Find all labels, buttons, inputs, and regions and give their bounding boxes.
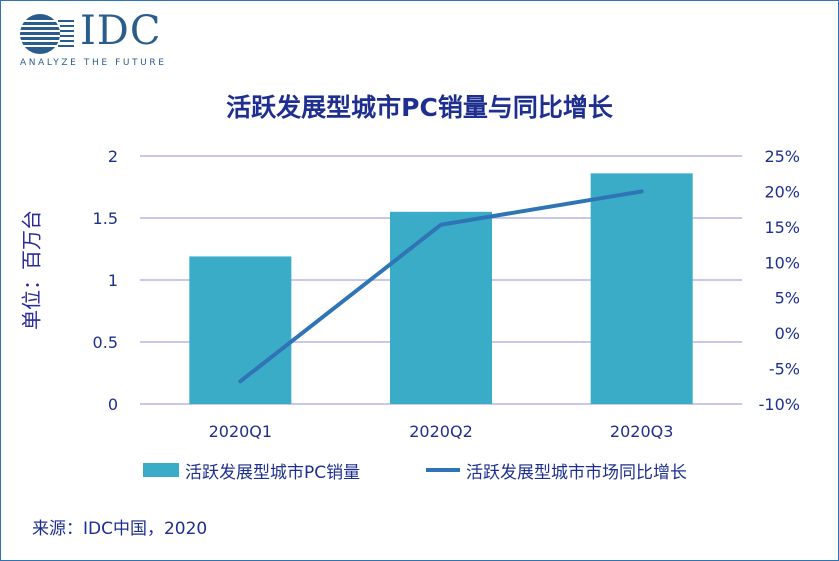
y2-tick-label: 15% <box>764 218 800 237</box>
legend-line-swatch <box>426 468 460 472</box>
axis-ticks: 0 0.5 1 1.5 2 -10% -5% 0% 5% 10% 15% 20% 25% 2020Q1 20… <box>93 147 800 441</box>
legend-item-bars: 活跃发展型城市PC销量 <box>143 458 361 483</box>
x-tick-label: 2020Q1 <box>209 422 273 441</box>
legend-item-line: 活跃发展型城市市场同比增长 <box>426 458 687 483</box>
y-tick-label: 2 <box>108 147 118 166</box>
line-series <box>238 189 644 384</box>
y2-tick-label: 20% <box>764 182 800 201</box>
y-tick-label: 1.5 <box>93 209 118 228</box>
y2-tick-label: 0% <box>775 324 800 343</box>
idc-logo: IDC ANALYZE THE FUTURE <box>18 8 188 72</box>
chart-title: 活跃发展型城市PC销量与同比增长 <box>226 93 613 122</box>
logo-wordmark: IDC <box>80 8 162 54</box>
legend-bar-swatch <box>143 463 179 477</box>
logo-tagline: ANALYZE THE FUTURE <box>20 58 167 68</box>
bar <box>590 173 693 404</box>
legend-bar-label: 活跃发展型城市PC销量 <box>185 462 361 483</box>
y-tick-label: 0.5 <box>93 333 118 352</box>
y2-tick-label: -10% <box>759 395 800 414</box>
bar <box>390 211 492 404</box>
x-tick-label: 2020Q2 <box>409 422 473 441</box>
y2-tick-label: 5% <box>775 289 800 308</box>
y-tick-label: 1 <box>108 271 118 290</box>
source-note: 来源：IDC中国，2020 <box>32 519 208 539</box>
bar-series <box>189 173 693 404</box>
y-tick-label: 0 <box>108 395 118 414</box>
globe-logo-icon <box>18 14 74 54</box>
y2-tick-label: -5% <box>769 360 800 379</box>
x-tick-label: 2020Q3 <box>610 422 674 441</box>
y2-tick-label: 25% <box>764 147 800 166</box>
y2-tick-label: 10% <box>764 253 800 272</box>
legend-line-label: 活跃发展型城市市场同比增长 <box>466 462 687 483</box>
